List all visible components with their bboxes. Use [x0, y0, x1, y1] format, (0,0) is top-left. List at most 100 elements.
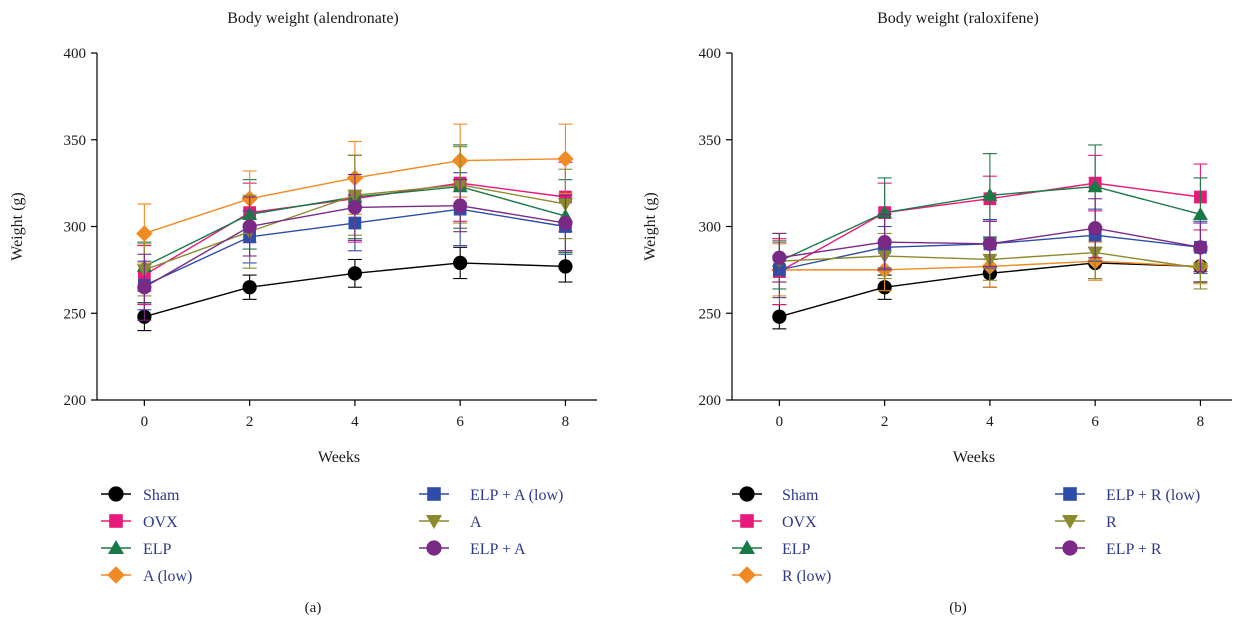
legend-marker: [740, 514, 754, 528]
legend-label: OVX: [143, 514, 178, 531]
series-sham: [137, 246, 573, 332]
data-point: [1192, 206, 1208, 220]
x-axis-label: Weeks: [318, 449, 360, 466]
y-tick-label: 250: [699, 306, 722, 322]
legend-label: ELP + R (low): [1106, 487, 1200, 504]
y-tick-label: 350: [64, 133, 87, 149]
legend-marker: [739, 486, 755, 502]
legend-label: Sham: [782, 487, 819, 504]
legend-marker: [426, 515, 442, 529]
legend-item-elp-a-low: ELP + A (low): [419, 487, 563, 504]
x-tick-label: 8: [562, 414, 570, 430]
data-point: [453, 198, 468, 213]
legend-item-ovx: OVX: [101, 514, 178, 531]
x-tick-label: 4: [351, 414, 359, 430]
legend-item-r: R: [1055, 514, 1117, 531]
data-point: [137, 280, 152, 295]
x-axis-label: Weeks: [953, 449, 995, 466]
data-point: [982, 187, 998, 201]
data-point: [877, 205, 893, 219]
x-tick-label: 4: [986, 414, 994, 430]
legend-label: ELP + A: [470, 541, 526, 558]
y-axis-label: Weight (g): [642, 192, 659, 260]
data-point: [242, 280, 257, 295]
data-point: [982, 236, 998, 251]
data-point: [557, 150, 574, 168]
chart-panel-a: Body weight (alendronate) 200 250 300 350 400…: [9, 10, 597, 616]
x-tick-label: 6: [1091, 414, 1099, 430]
legend-label: A (low): [143, 568, 192, 585]
legend-label: A: [470, 514, 482, 531]
legend: Sham OVX ELP R (low) ELP + R (low) R ELP + R: [732, 486, 1200, 585]
legend-marker: [1063, 487, 1077, 501]
y-tick-label: 400: [64, 46, 87, 62]
x-tick-label: 6: [456, 414, 464, 430]
y-tick-label: 250: [64, 306, 87, 322]
legend-label: OVX: [782, 514, 817, 531]
legend-label: ELP + R: [1106, 541, 1162, 558]
y-tick-label: 200: [699, 393, 722, 409]
legend-marker: [739, 540, 755, 554]
panel-label: (a): [305, 600, 322, 616]
data-point: [558, 259, 573, 274]
legend-marker: [426, 540, 442, 556]
data-point: [1087, 179, 1103, 193]
legend-label: ELP: [143, 541, 172, 558]
legend-item-sham: Sham: [732, 486, 819, 504]
legend: Sham OVX ELP A (low) ELP + A (low) A ELP + A: [101, 486, 563, 585]
legend-item-elp: ELP: [732, 540, 811, 558]
legend-item-elp-a: ELP + A: [419, 540, 526, 558]
legend-marker: [1062, 515, 1078, 529]
legend-marker: [109, 514, 123, 528]
x-tick-label: 0: [776, 414, 784, 430]
legend-item-a-low: A (low): [101, 566, 192, 585]
series-elp-a: [137, 173, 573, 321]
x-tick-label: 0: [141, 414, 149, 430]
chart-title: Body weight (alendronate): [227, 10, 399, 27]
legend-label: ELP + A (low): [470, 487, 563, 504]
data-point: [772, 250, 787, 265]
legend-marker: [427, 487, 441, 501]
legend-item-sham: Sham: [101, 486, 180, 504]
data-point: [1193, 240, 1208, 255]
x-tick-label: 2: [881, 414, 889, 430]
data-point: [136, 225, 153, 242]
y-tick-label: 200: [64, 393, 87, 409]
data-point: [877, 234, 892, 250]
legend-item-elp-r-low: ELP + R (low): [1055, 487, 1200, 504]
data-point: [558, 215, 573, 231]
legend-marker: [108, 540, 124, 554]
data-point: [347, 200, 363, 215]
legend-marker: [738, 566, 756, 584]
legend-item-elp: ELP: [101, 540, 172, 558]
series-elp-r: [772, 198, 1208, 283]
chart-panel-b: Body weight (raloxifene) 200 250 300 350 400 0…: [642, 10, 1232, 616]
legend-label: R (low): [782, 568, 831, 585]
legend-item-a: A: [419, 514, 482, 531]
y-tick-label: 400: [699, 46, 722, 62]
y-tick-label: 300: [699, 220, 722, 236]
legend-marker: [108, 486, 124, 502]
legend-marker: [107, 566, 125, 584]
legend-marker: [1062, 540, 1078, 556]
chart-title: Body weight (raloxifene): [877, 10, 1039, 27]
data-point: [347, 266, 363, 281]
legend-item-r-low: R (low): [732, 566, 831, 585]
legend-item-elp-r: ELP + R: [1055, 540, 1162, 558]
legend-label: Sham: [143, 487, 180, 504]
data-point: [1088, 221, 1103, 236]
data-point: [242, 219, 257, 234]
x-tick-label: 8: [1197, 414, 1205, 430]
panel-label: (b): [949, 600, 967, 616]
x-tick-label: 2: [246, 414, 254, 430]
y-tick-label: 350: [699, 133, 722, 149]
legend-label: ELP: [782, 541, 811, 558]
legend-item-ovx: OVX: [732, 514, 817, 531]
legend-label: R: [1106, 514, 1117, 531]
data-point: [453, 255, 468, 271]
y-axis-label: Weight (g): [9, 192, 26, 260]
y-tick-label: 300: [64, 220, 87, 236]
data-point: [772, 309, 787, 324]
